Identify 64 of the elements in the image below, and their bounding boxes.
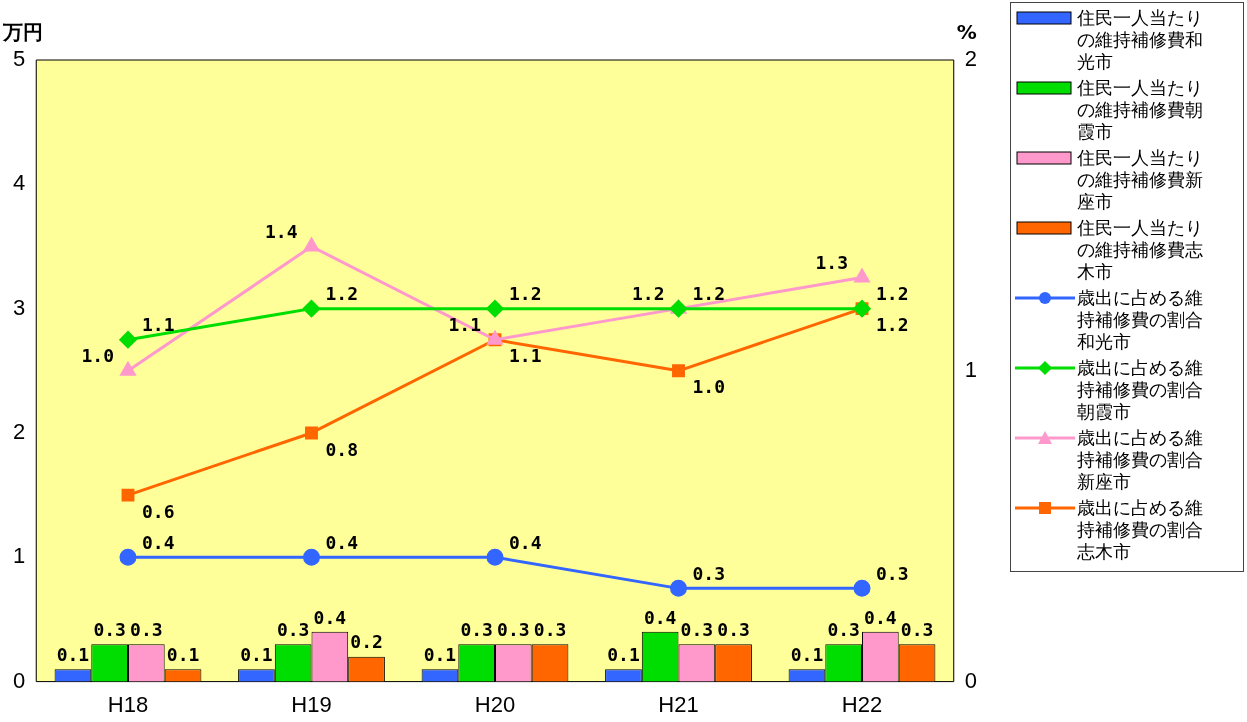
data-label: 0.3 [533,618,567,640]
data-label: 1.4 [264,221,298,243]
data-label: 1.2 [692,283,726,305]
y-tick-label: 2 [12,419,26,445]
data-label: 1.2 [876,283,909,305]
data-label: 0.3 [460,618,493,640]
data-label: 0.2 [350,631,383,653]
legend-label: 住民一人当たりの維持補修費朝霞市 [1077,77,1204,143]
data-label: 0.4 [864,606,897,628]
y-axis-title: 万円 [2,20,44,45]
legend-label: 住民一人当たりの維持補修費新座市 [1077,147,1204,213]
data-label: 0.1 [240,643,273,665]
y-tick-label: 4 [12,170,26,196]
data-label: 0.3 [680,618,714,640]
data-label: 0.3 [692,563,726,585]
data-label: 1.1 [509,345,542,367]
data-label: 1.1 [448,314,481,336]
y2-axis-title: % [956,20,977,45]
data-label: 1.2 [631,283,665,305]
data-label: 0.4 [509,531,542,553]
data-label: 0.3 [497,618,530,640]
data-label: 0.3 [827,618,860,640]
data-label: 0.1 [790,643,824,665]
data-label: 1.2 [509,283,542,305]
data-label: 0.3 [876,563,909,585]
legend-label: 歳出に占める維持補修費の割合朝霞市 [1077,357,1204,423]
legend-label: 住民一人当たりの維持補修費志木市 [1077,217,1204,283]
legend-label: 住民一人当たりの維持補修費和光市 [1077,7,1204,73]
data-label: 0.6 [141,500,175,522]
data-label: 0.1 [607,643,640,665]
data-label: 0.3 [130,618,163,640]
data-label: 0.1 [423,643,457,665]
x-tick-label: H22 [841,691,883,717]
y-tick-label: 1 [12,543,26,569]
data-label: 0.3 [93,618,126,640]
legend-label: 歳出に占める維持補修費の割合志木市 [1077,497,1204,563]
data-label: 1.0 [692,376,726,398]
data-label: 0.1 [166,643,200,665]
data-label: 0.3 [900,618,934,640]
data-label: 0.3 [717,618,750,640]
data-label: 0.4 [313,606,347,628]
data-label: 0.8 [325,438,359,460]
data-label: 0.4 [325,531,359,553]
legend-label: 歳出に占める維持補修費の割合和光市 [1077,287,1204,353]
y-tick-label: 3 [12,294,26,320]
data-label: 0.4 [643,606,677,628]
data-label: 1.2 [876,314,909,336]
y-tick-label: 0 [12,667,26,693]
data-label: 1.3 [815,252,849,274]
x-tick-label: H19 [291,691,332,717]
data-label: 1.2 [325,283,359,305]
legend-label: 歳出に占める維持補修費の割合新座市 [1077,427,1204,493]
y2-tick-label: 2 [964,46,978,72]
y-tick-label: 5 [12,46,26,72]
x-tick-label: H21 [658,691,699,717]
data-label: 0.4 [141,531,175,553]
data-label: 0.3 [276,618,310,640]
x-tick-label: H18 [107,691,149,717]
data-label: 1.1 [141,314,175,336]
data-label: 0.1 [56,643,90,665]
y2-tick-label: 1 [964,356,978,382]
data-label: 1.0 [81,345,114,367]
y2-tick-label: 0 [964,667,978,693]
x-tick-label: H20 [474,691,516,717]
